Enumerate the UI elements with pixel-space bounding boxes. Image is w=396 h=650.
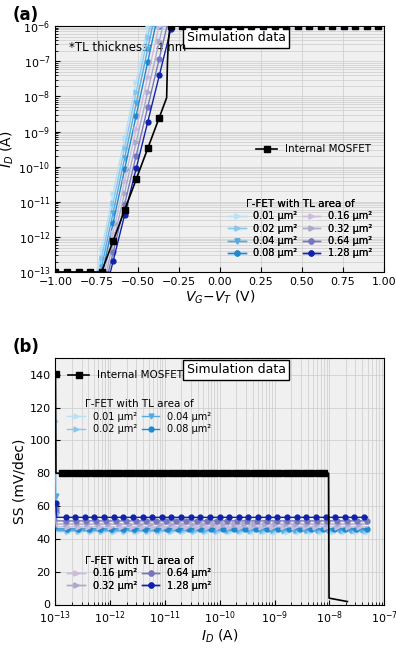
- Y-axis label: SS (mV/dec): SS (mV/dec): [13, 439, 27, 524]
- Text: Simulation data: Simulation data: [187, 363, 286, 376]
- Y-axis label: $I_D$ (A): $I_D$ (A): [0, 131, 16, 168]
- X-axis label: $I_D$ (A): $I_D$ (A): [201, 627, 238, 645]
- Legend: 0.16 μm², 0.32 μm², 0.64 μm², 1.28 μm²: 0.16 μm², 0.32 μm², 0.64 μm², 1.28 μm²: [64, 552, 215, 595]
- Text: Simulation data: Simulation data: [187, 31, 286, 44]
- Text: (b): (b): [13, 338, 40, 356]
- Text: (a): (a): [13, 6, 39, 23]
- X-axis label: $V_G$$-$$V_T$ (V): $V_G$$-$$V_T$ (V): [185, 289, 255, 306]
- Legend: 0.01 μm², 0.02 μm², 0.04 μm², 0.08 μm², 0.16 μm², 0.32 μm², 0.64 μm², 1.28 μm²: 0.01 μm², 0.02 μm², 0.04 μm², 0.08 μm², …: [224, 195, 376, 263]
- Text: *TL thickness: 4 nm: *TL thickness: 4 nm: [69, 41, 186, 54]
